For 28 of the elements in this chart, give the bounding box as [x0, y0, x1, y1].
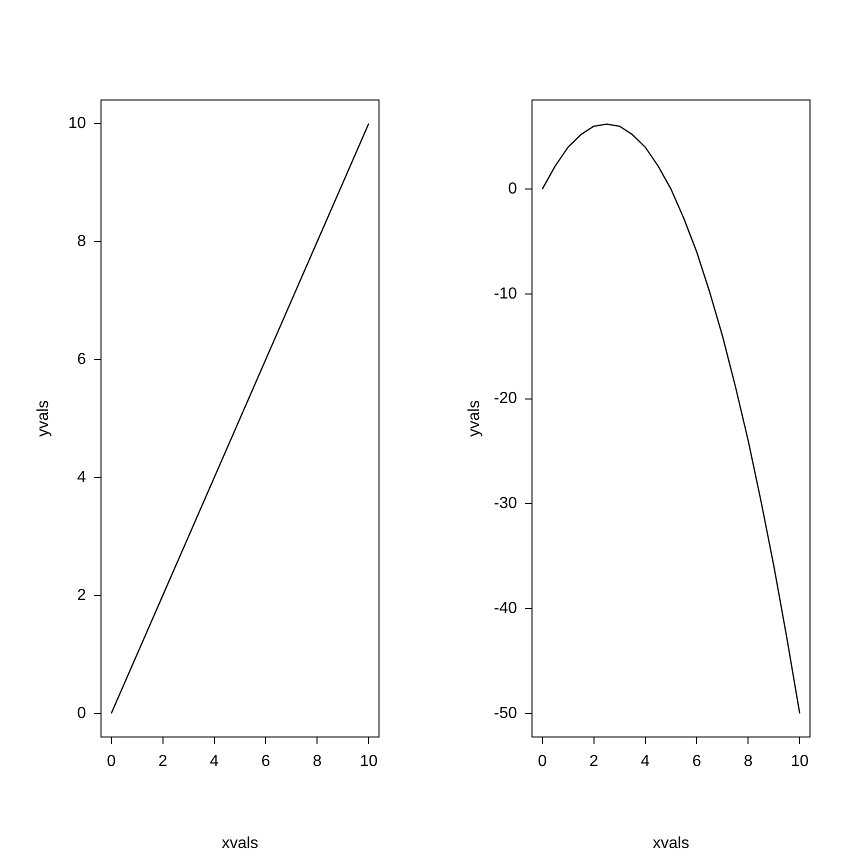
- y-tick-label: 10: [68, 115, 86, 132]
- y-tick-label: -10: [494, 285, 518, 302]
- y-tick-label: 2: [77, 586, 86, 604]
- y-tick-label: 8: [77, 232, 86, 250]
- y-tick-label: -20: [494, 390, 518, 408]
- y-tick-label: 4: [77, 468, 86, 486]
- y-axis-title: yvals: [35, 400, 52, 437]
- x-tick-label: 0: [538, 753, 547, 770]
- x-axis-title: xvals: [222, 834, 258, 852]
- x-tick-label: 8: [744, 753, 753, 770]
- x-tick-label: 8: [312, 753, 322, 770]
- y-tick-label: 0: [508, 180, 518, 198]
- x-tick-label: 10: [790, 753, 809, 770]
- y-tick-label: -50: [494, 704, 518, 722]
- x-tick-label: 6: [692, 753, 702, 770]
- y-tick-label: -40: [494, 600, 518, 617]
- x-tick-label: 0: [106, 753, 116, 770]
- x-axis-title: xvals: [652, 834, 690, 852]
- y-axis-title: yvals: [466, 400, 484, 437]
- y-tick-label: 6: [77, 350, 86, 368]
- x-tick-label: 10: [360, 753, 378, 770]
- x-tick-label: 2: [589, 753, 598, 770]
- x-tick-label: 2: [158, 753, 168, 770]
- x-tick-label: 4: [640, 753, 650, 770]
- x-tick-label: 6: [261, 753, 270, 770]
- x-tick-label: 4: [210, 753, 219, 770]
- y-tick-label: 0: [77, 704, 86, 722]
- y-tick-label: -30: [494, 495, 518, 512]
